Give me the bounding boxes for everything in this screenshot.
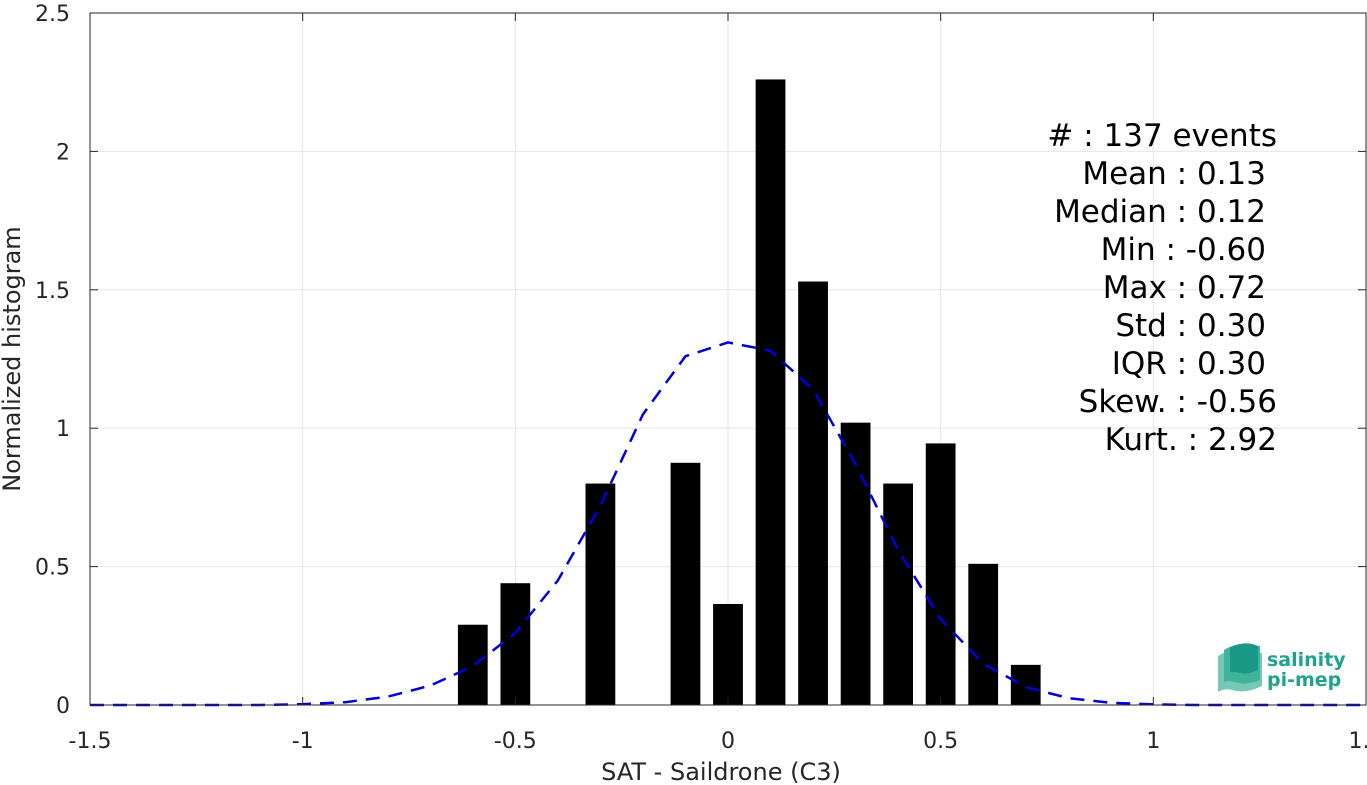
histogram-bar	[713, 603, 743, 705]
stats-iqr: IQR : 0.30	[1112, 346, 1266, 382]
stats-mean: Mean : 0.13	[1082, 156, 1266, 192]
histogram-bar	[585, 483, 616, 705]
histogram-bar	[883, 483, 914, 705]
histogram-bar	[798, 281, 828, 705]
fit-curve	[90, 341, 1366, 707]
histogram-bar	[670, 462, 701, 705]
stats-max: Max : 0.72	[1103, 270, 1266, 306]
x-tick-label: -0.5	[494, 729, 537, 754]
ticks	[89, 12, 1367, 706]
y-axis-label: Normalized histogram	[0, 226, 26, 491]
histogram-bar	[500, 583, 531, 705]
histogram-bar	[925, 443, 956, 705]
stats-skew: Skew. : -0.56	[1079, 384, 1277, 420]
logo-line1: salinity	[1267, 649, 1346, 671]
stats-std: Std : 0.30	[1115, 308, 1266, 344]
y-tick-label: 2.5	[35, 2, 70, 27]
histogram-bar	[968, 563, 999, 705]
x-tick-label: -1	[292, 729, 314, 754]
x-tick-label: 1	[1146, 729, 1160, 754]
logo-wave-icon	[1218, 643, 1262, 692]
histogram-bar	[457, 624, 488, 705]
x-tick-label: -1.5	[69, 729, 112, 754]
y-tick-label: 2	[56, 140, 70, 165]
stats-min: Min : -0.60	[1101, 232, 1266, 268]
y-tick-label: 0	[56, 694, 70, 719]
histogram-bar	[1010, 664, 1041, 705]
y-tick-label: 0.5	[35, 556, 70, 581]
y-tick-labels: 0 0.5 1 1.5 2 2.5	[35, 2, 70, 719]
logo-line2: pi-mep	[1267, 669, 1341, 691]
x-tick-label: 0	[721, 729, 735, 754]
histogram-bar	[755, 79, 786, 705]
x-tick-label: 1.5	[1349, 729, 1367, 754]
stats-count: # : 137 events	[1047, 118, 1277, 154]
histogram-bar	[840, 422, 871, 705]
y-tick-label: 1	[56, 417, 70, 442]
x-axis-label: SAT - Saildrone (C3)	[601, 758, 841, 785]
stats-median: Median : 0.12	[1054, 194, 1266, 230]
x-tick-labels: -1.5 -1 -0.5 0 0.5 1 1.5	[69, 729, 1367, 754]
stats-kurt: Kurt. : 2.92	[1105, 422, 1277, 458]
y-tick-label: 1.5	[35, 279, 70, 304]
stats-box: # : 137 events Mean : 0.13 Median : 0.12…	[1047, 118, 1277, 458]
x-tick-label: 0.5	[923, 729, 958, 754]
salinity-pimep-logo: salinity pi-mep	[1218, 643, 1346, 692]
bars	[457, 79, 1041, 705]
